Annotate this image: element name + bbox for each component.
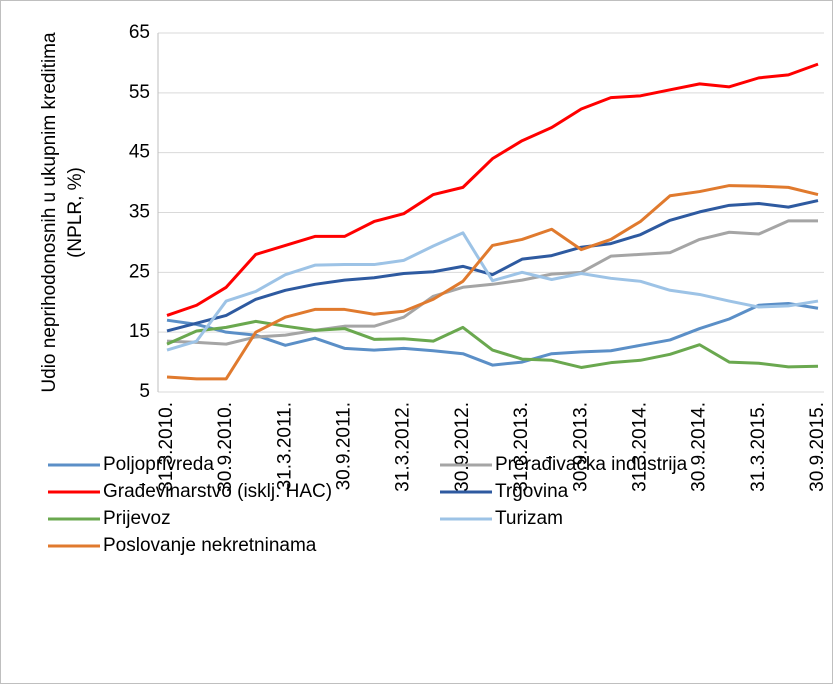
y-tick-label: 45: [129, 142, 150, 163]
series-line: [166, 62, 819, 317]
legend-label: Trgovina: [495, 481, 569, 502]
x-tick-label: 30.9.2010.: [215, 402, 236, 492]
y-tick-label: 15: [129, 321, 150, 342]
series-line: [166, 301, 819, 367]
y-axis-label: (NPLR, %): [65, 167, 86, 258]
y-tick-label: 25: [129, 261, 150, 282]
legend-label: Prijevoz: [103, 508, 171, 529]
x-tick-label: 30.9.2012.: [452, 402, 473, 492]
x-tick-label: 30.9.2011.: [334, 402, 355, 490]
series-line: [166, 319, 819, 369]
x-tick-label: 31.3.2010.: [156, 402, 177, 492]
x-tick-label: 31.3.2015.: [748, 402, 769, 492]
legend-label: Poslovanje nekretninama: [103, 535, 317, 556]
x-tick-label: 30.9.2015.: [807, 402, 828, 492]
y-tick-label: 55: [129, 82, 150, 103]
x-tick-label: 31.3.2013.: [511, 402, 532, 492]
legend-label: Poljoprivreda: [103, 454, 214, 475]
legend-label: Prerađivačka industrija: [495, 454, 688, 475]
legend-label: Građevinarstvo (isklj. HAC): [103, 481, 332, 502]
series-line: [166, 184, 819, 381]
series-line: [166, 231, 819, 352]
y-tick-label: 5: [139, 381, 150, 402]
legend-label: Turizam: [495, 508, 563, 529]
x-tick-label: 31.3.2012.: [393, 402, 414, 492]
y-tick-label: 65: [129, 22, 150, 43]
series-line: [166, 219, 818, 346]
y-axis-label: Udio neprihodonosnih u ukupnim kreditima: [39, 32, 60, 393]
x-tick-label: 30.9.2014.: [689, 402, 710, 492]
x-tick-label: 31.3.2011.: [274, 402, 295, 490]
x-tick-label: 31.3.2014.: [629, 402, 650, 492]
series-line: [166, 199, 819, 333]
y-tick-label: 35: [129, 202, 150, 223]
x-tick-label: 30.9.2013.: [570, 402, 591, 492]
